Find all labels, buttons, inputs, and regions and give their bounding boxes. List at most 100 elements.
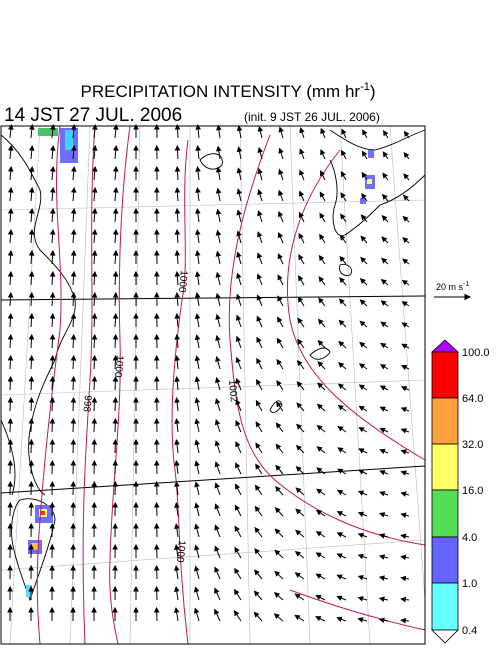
wind-arrow-head — [28, 165, 35, 172]
wind-arrow-head — [49, 480, 56, 487]
wind-arrow-head — [28, 480, 35, 487]
wind-arrow-head — [357, 617, 364, 623]
wind-arrow-head — [70, 522, 76, 529]
wind-arrow-head — [28, 207, 35, 214]
wind-arrow-head — [70, 354, 77, 361]
wind-arrow-head — [70, 543, 76, 550]
isobar-label: 1002 — [226, 379, 239, 403]
wind-arrow-head — [7, 249, 14, 256]
wind-arrow-head — [319, 212, 325, 219]
wind-arrow-head — [357, 532, 364, 539]
wind-arrow-head — [70, 501, 77, 508]
wind-arrow-head — [296, 359, 303, 367]
wind-arrow-head — [28, 564, 34, 571]
wind-arrow-head — [276, 380, 282, 387]
wind-arrow-head — [133, 417, 139, 424]
wind-arrow-head — [28, 501, 35, 508]
wind-arrow-head — [28, 186, 35, 193]
wind-arrow-head — [153, 501, 160, 508]
wind-arrow-head — [401, 301, 408, 307]
wind-arrow-head — [112, 354, 119, 361]
wind-arrow-head — [235, 441, 241, 448]
wind-arrow-head — [336, 511, 344, 517]
wind-arrow-head — [7, 417, 14, 424]
wind-arrow-head — [70, 270, 77, 277]
wind-arrow-head — [194, 334, 201, 341]
wind-arrow-head — [174, 144, 181, 151]
wind-arrow-head — [133, 144, 139, 151]
wind-arrow-head — [174, 544, 180, 550]
wind-arrow-head — [340, 170, 347, 178]
wind-arrow-head — [257, 125, 264, 132]
wind-arrow-head — [379, 385, 387, 391]
colorbar-label: 1.0 — [462, 578, 477, 590]
wind-arrow-head — [316, 467, 323, 474]
wind-arrow-head — [359, 299, 366, 306]
wind-arrow-head — [70, 228, 77, 235]
wind-arrow-head — [195, 186, 201, 193]
wind-arrow-head — [401, 279, 408, 286]
wind-arrow-head — [28, 606, 34, 613]
wind-arrow-head — [174, 480, 180, 487]
wind-arrow-head — [49, 522, 55, 529]
wind-arrow-head — [133, 333, 139, 340]
wind-arrow-head — [7, 459, 14, 466]
colorbar-label: 0.4 — [462, 625, 477, 637]
wind-arrow-head — [400, 491, 407, 497]
wind-arrow-head — [195, 207, 201, 214]
wind-arrow-head — [7, 396, 14, 403]
wind-arrow-head — [379, 427, 386, 433]
wind-arrow-head — [235, 356, 241, 364]
wind-arrow-head — [193, 586, 200, 593]
wind-arrow-head — [361, 150, 368, 157]
wind-arrow-head — [174, 207, 181, 214]
wind-arrow-head — [235, 462, 241, 469]
wind-arrow-head — [194, 502, 200, 509]
wind-arrow-head — [154, 144, 160, 151]
wind-arrow-head — [295, 444, 302, 451]
wind-arrow-head — [28, 459, 35, 466]
colorbar-labels: 100.0 64.0 32.0 16.0 4.0 1.0 0.4 — [462, 347, 490, 637]
wind-arrow-head — [28, 396, 35, 403]
wind-arrow-head — [277, 253, 283, 260]
wind-arrow-head — [70, 291, 77, 298]
wind-arrow-head — [381, 215, 388, 222]
wind-arrow-head — [315, 594, 322, 601]
wind-arrow-head — [380, 321, 387, 328]
wind-arrow-head — [7, 354, 14, 361]
wind-arrow-head — [91, 438, 98, 445]
wind-arrow-head — [195, 123, 201, 130]
wind-arrow-head — [339, 234, 346, 241]
wind-arrow-head — [339, 255, 346, 262]
wind-arrow-head — [112, 438, 119, 445]
wind-arrow-head — [298, 211, 304, 218]
wind-arrow-head — [112, 333, 119, 340]
wind-arrow-head — [319, 191, 325, 198]
wind-arrow-head — [174, 502, 180, 508]
wind-arrow-head — [254, 505, 261, 512]
wind-arrow-head — [70, 165, 77, 172]
wind-arrow-head — [236, 125, 243, 132]
wind-arrow-head — [7, 585, 13, 592]
wind-arrow-head — [295, 508, 302, 515]
wind-arrow-head — [7, 207, 14, 214]
wind-arrow-head — [234, 546, 240, 553]
wind-arrow-head — [316, 403, 323, 410]
wind-arrow-head — [402, 258, 409, 265]
wind-arrow-head — [174, 228, 181, 235]
wind-arrow-head — [154, 165, 160, 172]
wind-arrow-head — [153, 375, 160, 382]
wind-arrow-head — [7, 312, 14, 319]
wind-arrow-head — [215, 250, 222, 257]
wind-arrow-head — [379, 512, 386, 518]
wind-arrow-head — [315, 509, 323, 516]
wind-arrow-head — [315, 552, 322, 558]
wind-arrow-head — [255, 400, 262, 407]
wind-arrow-head — [214, 503, 220, 510]
wind-arrow-head — [153, 333, 160, 340]
wind-arrow-head — [153, 564, 160, 571]
wind-arrow-head — [257, 167, 263, 175]
wind-arrow-head — [28, 291, 35, 298]
wind-arrow-head — [256, 252, 263, 259]
wind-arrow-head — [194, 271, 201, 278]
